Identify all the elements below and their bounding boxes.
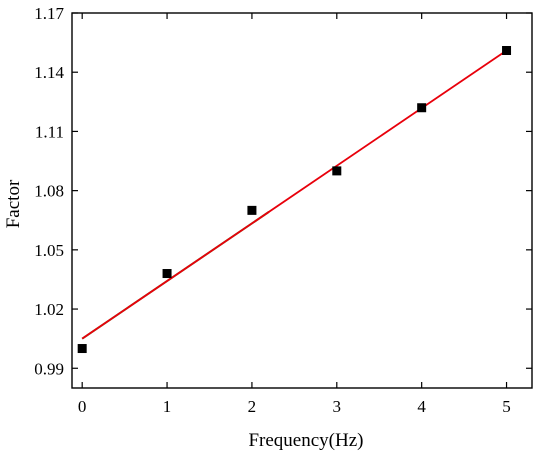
y-axis-title: Factor [3, 179, 24, 228]
plot-frame [71, 12, 533, 389]
y-tick-label-3: 1.08 [34, 182, 64, 201]
data-point-2 [247, 205, 257, 215]
fit-line-layer [81, 49, 508, 340]
data-point-3 [332, 166, 342, 176]
x-tick-label-3: 3 [333, 397, 342, 416]
data-point-5 [502, 46, 512, 55]
x-axis-title: Frequency(Hz) [248, 430, 363, 451]
y-tick-label-6: 1.17 [34, 4, 64, 23]
x-tick-label-1: 1 [163, 397, 172, 416]
x-tick-label-2: 2 [248, 397, 257, 416]
x-tick-label-0: 0 [78, 397, 87, 416]
data-point-1 [162, 269, 172, 279]
data-point-4 [417, 103, 427, 113]
x-tick-labels: 0 1 2 3 4 5 [78, 397, 511, 416]
y-tick-label-5: 1.14 [34, 63, 64, 82]
y-tick-label-0: 0.99 [34, 359, 64, 378]
x-tick-label-4: 4 [417, 397, 426, 416]
data-points-layer [77, 46, 512, 354]
y-tick-label-1: 1.02 [34, 300, 64, 319]
y-tick-label-2: 1.05 [34, 241, 64, 260]
axis-ticks [72, 12, 532, 388]
fit-line [81, 49, 508, 340]
data-point-0 [77, 344, 87, 354]
x-tick-label-5: 5 [502, 397, 511, 416]
y-tick-labels: 0.99 1.02 1.05 1.08 1.11 1.14 1.17 [34, 4, 64, 378]
y-tick-label-4: 1.11 [35, 122, 64, 141]
